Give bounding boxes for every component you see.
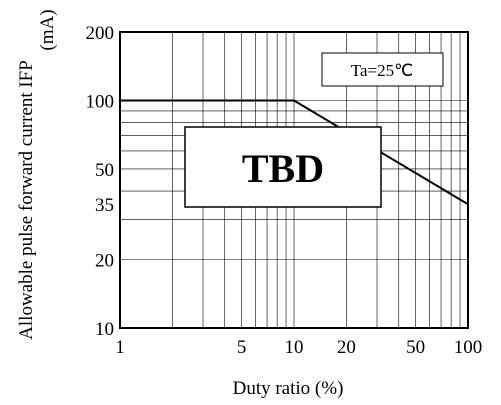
x-tick-label: 10 <box>285 337 304 358</box>
y-axis-label-line2: (mA) <box>37 9 58 50</box>
x-tick-label: 5 <box>237 337 247 358</box>
tbd-overlay: TBD <box>184 126 382 208</box>
temperature-note-box <box>321 52 444 87</box>
y-tick-label: 100 <box>86 91 115 112</box>
y-tick-label: 50 <box>95 160 114 181</box>
plot-frame <box>119 31 469 329</box>
x-tick-label: 50 <box>406 337 425 358</box>
y-tick-label: 35 <box>95 195 114 216</box>
y-tick-label: 200 <box>86 23 115 44</box>
series-line-0 <box>120 99 469 206</box>
y-tick-labels: 10 20 35 50 100 200 <box>86 23 115 340</box>
tbd-overlay-box <box>184 126 382 208</box>
tbd-overlay-text: TBD <box>242 146 324 191</box>
y-tick-label: 20 <box>95 251 114 272</box>
y-axis-label-line1: Allowable pulse forward current IFP <box>16 60 37 340</box>
x-axis-label: Duty ratio (%) <box>233 378 344 399</box>
x-tick-labels: 1 5 10 20 50 100 <box>115 337 482 358</box>
temperature-note-text: Ta=25℃ <box>351 61 413 80</box>
series-group <box>120 99 469 206</box>
x-tick-label: 20 <box>337 337 356 358</box>
x-tick-label: 100 <box>454 337 483 358</box>
y-tick-label: 10 <box>95 319 114 340</box>
temperature-note: Ta=25℃ <box>321 52 444 87</box>
x-tick-label: 1 <box>115 337 125 358</box>
